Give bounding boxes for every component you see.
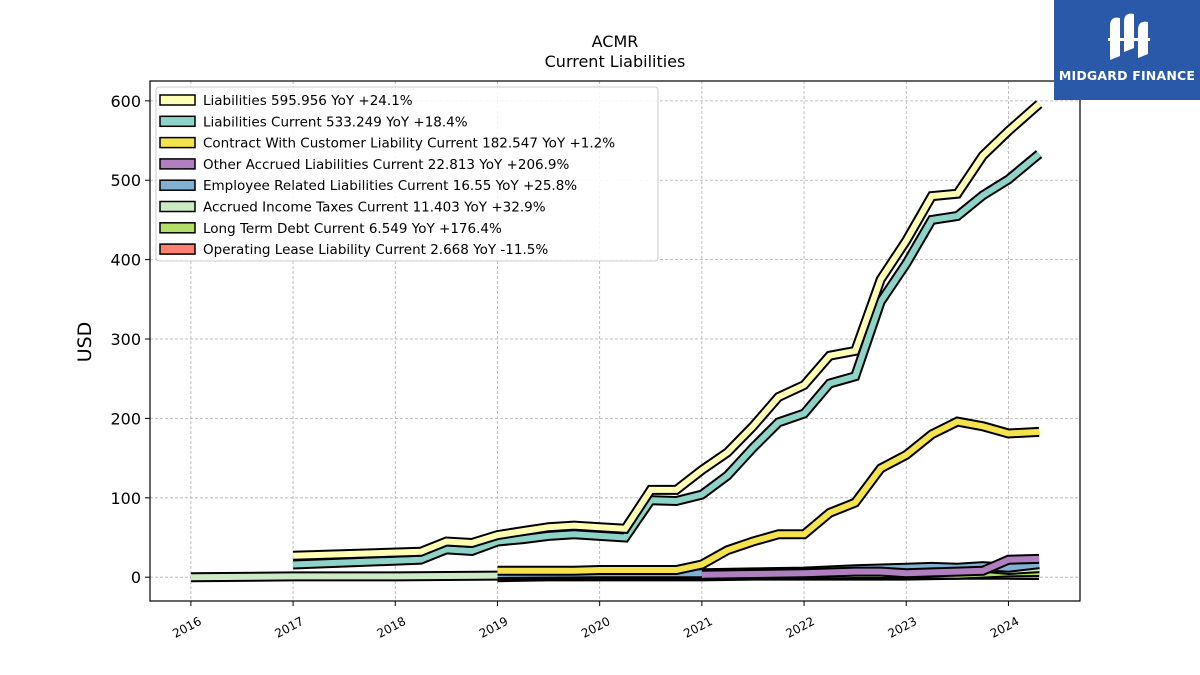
- x-tick-label: 2023: [886, 614, 920, 641]
- series-line-liabilities-current: [292, 151, 1042, 568]
- midgard-logo-icon: [1108, 13, 1150, 60]
- legend-label: Liabilities 595.956 YoY +24.1%: [203, 93, 413, 109]
- legend-label: Accrued Income Taxes Current 11.403 YoY …: [203, 200, 546, 216]
- y-axis-label: USD: [74, 322, 96, 363]
- x-tick-label: 2018: [375, 614, 409, 641]
- chart-subtitle: Current Liabilities: [545, 52, 686, 71]
- x-tick-label: 2024: [988, 614, 1022, 641]
- x-tick-label: 2022: [783, 614, 817, 641]
- legend-swatch: [159, 115, 196, 128]
- series-line-other-accrued-liabilities-current: [701, 555, 1040, 578]
- legend-label: Liabilities Current 533.249 YoY +18.4%: [203, 114, 468, 130]
- brand-logo: MIDGARD FINANCE: [1054, 0, 1200, 100]
- series-layer: [190, 100, 1043, 583]
- legend-label: Long Term Debt Current 6.549 YoY +176.4%: [203, 221, 502, 237]
- y-tick-label: 400: [110, 251, 141, 270]
- brand-name: MIDGARD FINANCE: [1058, 68, 1196, 83]
- y-tick-label: 100: [110, 489, 141, 508]
- legend-label: Employee Related Liabilities Current 16.…: [203, 178, 577, 194]
- legend: Liabilities 595.956 YoY +24.1% Liabilitie…: [155, 86, 659, 262]
- y-tick-label: 500: [110, 171, 141, 190]
- x-tick-label: 2019: [477, 614, 511, 641]
- legend-swatch: [159, 200, 196, 213]
- legend-swatch: [159, 136, 196, 149]
- legend-swatch: [159, 158, 196, 170]
- y-tick-label: 300: [110, 330, 141, 349]
- plot-frame: [149, 80, 1081, 602]
- chart-title: ACMR: [592, 32, 639, 51]
- legend-swatch: [159, 243, 196, 255]
- series-outline-contract-with-customer-liability-current: [497, 416, 1040, 576]
- legend-swatch: [159, 222, 196, 234]
- legend-label: Other Accrued Liabilities Current 22.813…: [203, 157, 570, 173]
- x-tick-label: 2021: [681, 614, 715, 641]
- y-tick-label: 600: [110, 92, 141, 111]
- series-line-contract-with-customer-liability-current: [497, 418, 1040, 574]
- legend-swatch: [159, 179, 196, 191]
- legend-box: [155, 86, 659, 262]
- y-tick-label: 200: [110, 409, 141, 428]
- legend-swatch: [159, 94, 196, 106]
- x-tick-label: 2016: [170, 614, 204, 641]
- x-tick-label: 2017: [272, 614, 306, 641]
- series-line-liabilities: [293, 101, 1042, 559]
- y-tick-label: 0: [131, 568, 141, 587]
- legend-label: Operating Lease Liability Current 2.668 …: [203, 242, 548, 258]
- legend-label: Contract With Customer Liability Current…: [203, 136, 615, 152]
- x-tick-label: 2020: [579, 614, 613, 641]
